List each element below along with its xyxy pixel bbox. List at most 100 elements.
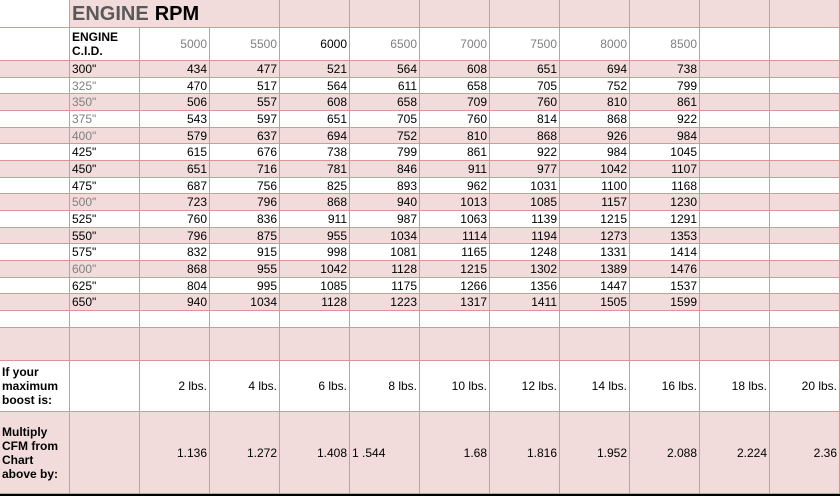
blank-cell xyxy=(0,61,70,78)
cfm-value: 1476 xyxy=(630,261,700,278)
cfm-value: 922 xyxy=(630,111,700,128)
cid-label: 350" xyxy=(70,94,140,111)
blank-cell xyxy=(350,328,420,361)
cfm-value: 1356 xyxy=(490,278,560,294)
blank-cell xyxy=(770,244,840,261)
blank-cell xyxy=(210,311,280,328)
blank-cell xyxy=(700,328,770,361)
cfm-value: 651 xyxy=(140,161,210,178)
cfm-value: 1085 xyxy=(490,194,560,211)
cfm-value: 705 xyxy=(350,111,420,128)
cfm-value: 611 xyxy=(350,78,420,94)
cfm-value: 836 xyxy=(210,211,280,228)
cid-label: 475" xyxy=(70,178,140,194)
cfm-value: 723 xyxy=(140,194,210,211)
blank-cell xyxy=(70,328,140,361)
cfm-value: 781 xyxy=(280,161,350,178)
rpm-header: 5500 xyxy=(210,28,280,61)
multiplier-value: 1.952 xyxy=(560,412,630,494)
cfm-value: 875 xyxy=(210,228,280,244)
cfm-value: 998 xyxy=(280,244,350,261)
blank-cell xyxy=(280,311,350,328)
blank-cell xyxy=(0,28,70,61)
multiplier-value: 1.68 xyxy=(420,412,490,494)
blank-cell xyxy=(770,94,840,111)
title-cell: ENGINE RPM xyxy=(70,0,280,28)
blank-cell xyxy=(70,361,140,412)
cfm-value: 1353 xyxy=(630,228,700,244)
blank-cell xyxy=(770,228,840,244)
cfm-value: 1081 xyxy=(350,244,420,261)
cfm-value: 564 xyxy=(280,78,350,94)
blank-cell xyxy=(0,261,70,278)
blank-cell xyxy=(700,0,770,28)
cfm-value: 977 xyxy=(490,161,560,178)
cfm-value: 716 xyxy=(210,161,280,178)
blank-cell xyxy=(560,311,630,328)
cfm-value: 1447 xyxy=(560,278,630,294)
rpm-header: 6500 xyxy=(350,28,420,61)
cfm-value: 868 xyxy=(490,128,560,144)
blank-cell xyxy=(0,194,70,211)
cid-label: 450" xyxy=(70,161,140,178)
blank-cell xyxy=(0,244,70,261)
cfm-value: 709 xyxy=(420,94,490,111)
cfm-value: 868 xyxy=(280,194,350,211)
cfm-value: 868 xyxy=(560,111,630,128)
cfm-value: 1045 xyxy=(630,144,700,161)
blank-cell xyxy=(420,328,490,361)
blank-cell xyxy=(0,111,70,128)
blank-cell xyxy=(0,311,70,328)
cfm-value: 1042 xyxy=(560,161,630,178)
blank-cell xyxy=(140,311,210,328)
blank-cell xyxy=(700,278,770,294)
cfm-value: 1157 xyxy=(560,194,630,211)
blank-cell xyxy=(770,294,840,311)
cfm-value: 1599 xyxy=(630,294,700,311)
cfm-value: 810 xyxy=(560,94,630,111)
boost-value: 4 lbs. xyxy=(210,361,280,412)
cfm-value: 1248 xyxy=(490,244,560,261)
blank-cell xyxy=(490,311,560,328)
boost-value: 16 lbs. xyxy=(630,361,700,412)
boost-value: 2 lbs. xyxy=(140,361,210,412)
cfm-value: 506 xyxy=(140,94,210,111)
blank-cell xyxy=(770,178,840,194)
bottom-border xyxy=(0,494,840,496)
boost-value: 8 lbs. xyxy=(350,361,420,412)
blank-cell xyxy=(350,0,420,28)
title-left: ENGINE xyxy=(72,2,149,25)
cfm-value: 987 xyxy=(350,211,420,228)
blank-cell xyxy=(700,194,770,211)
cfm-value: 752 xyxy=(350,128,420,144)
rpm-header: 8500 xyxy=(630,28,700,61)
cfm-value: 608 xyxy=(420,61,490,78)
cfm-value: 915 xyxy=(210,244,280,261)
cfm-value: 760 xyxy=(490,94,560,111)
cfm-value: 564 xyxy=(350,61,420,78)
blank-cell xyxy=(700,211,770,228)
blank-cell xyxy=(770,278,840,294)
blank-cell xyxy=(560,328,630,361)
cfm-value: 1114 xyxy=(420,228,490,244)
cfm-value: 861 xyxy=(420,144,490,161)
cfm-value: 687 xyxy=(140,178,210,194)
cfm-value: 521 xyxy=(280,61,350,78)
cfm-value: 694 xyxy=(560,61,630,78)
multiplier-value: 1.816 xyxy=(490,412,560,494)
blank-cell xyxy=(700,244,770,261)
blank-cell xyxy=(140,328,210,361)
blank-cell xyxy=(700,178,770,194)
cfm-value: 926 xyxy=(560,128,630,144)
cid-label: 500" xyxy=(70,194,140,211)
cid-label: 650" xyxy=(70,294,140,311)
cfm-value: 637 xyxy=(210,128,280,144)
cfm-value: 1317 xyxy=(420,294,490,311)
blank-cell xyxy=(280,328,350,361)
cfm-value: 962 xyxy=(420,178,490,194)
cfm-value: 810 xyxy=(420,128,490,144)
blank-cell xyxy=(700,94,770,111)
cfm-value: 984 xyxy=(630,128,700,144)
blank-cell xyxy=(700,128,770,144)
multiplier-value: 1.272 xyxy=(210,412,280,494)
